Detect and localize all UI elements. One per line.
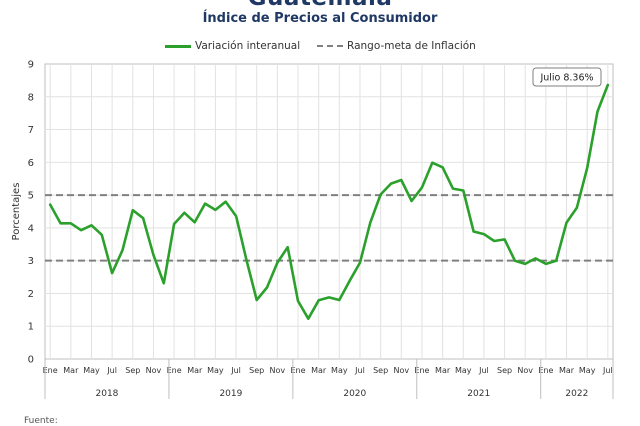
- series-line-variacion: [48, 83, 610, 321]
- plot-area: [44, 63, 614, 360]
- x-tick-label: Mar: [311, 366, 327, 375]
- source-note: Fuente:: [24, 416, 58, 426]
- x-tick-label: Sep: [249, 366, 264, 375]
- year-label: 2021: [467, 389, 490, 399]
- legend-swatch-dashed-line: [317, 45, 343, 47]
- x-tick-label: Jul: [478, 366, 489, 375]
- x-tick-label: Mar: [435, 366, 451, 375]
- legend-label-rango-meta: Rango-meta de Inflación: [347, 40, 476, 52]
- chart-subtitle: Índice de Precios al Consumidor: [202, 11, 438, 26]
- year-label: 2019: [219, 389, 242, 399]
- y-tick-label: 8: [28, 92, 34, 103]
- x-tick-label: Ene: [43, 366, 58, 375]
- x-tick-label: Nov: [517, 366, 533, 375]
- y-axis-label: Porcentajes: [11, 183, 22, 241]
- x-tick-label: Sep: [125, 366, 140, 375]
- x-tick-label: Mar: [63, 366, 79, 375]
- y-tick-label: 7: [28, 125, 34, 136]
- annotation-box: [532, 67, 602, 87]
- y-tick-label: 4: [28, 223, 34, 234]
- y-tick-label: 3: [28, 256, 34, 267]
- x-tick-label: Jul: [602, 366, 613, 375]
- x-tick-label: May: [455, 366, 472, 375]
- y-tick-label: 9: [28, 60, 34, 71]
- y-tick-label: 0: [28, 355, 34, 366]
- legend: Variación interanual Rango-meta de Infla…: [0, 40, 640, 56]
- x-tick-label: Ene: [414, 366, 429, 375]
- year-label: 2020: [343, 389, 366, 399]
- x-tick-label: Sep: [497, 366, 512, 375]
- x-tick-label: Mar: [559, 366, 575, 375]
- x-tick-label: Ene: [167, 366, 182, 375]
- x-tick-label: Jul: [230, 366, 241, 375]
- legend-swatch-green-line: [165, 44, 191, 48]
- x-tick-label: May: [207, 366, 224, 375]
- y-tick-label: 6: [28, 158, 34, 169]
- x-tick-label: Jul: [106, 366, 117, 375]
- x-tick-label: May: [331, 366, 348, 375]
- annotation-label: Julio 8.36%: [539, 73, 593, 84]
- x-tick-label: Sep: [373, 366, 388, 375]
- x-tick-label: Nov: [146, 366, 162, 375]
- y-tick-label: 5: [28, 191, 34, 202]
- y-tick-label: 2: [28, 289, 34, 300]
- y-tick-label: 1: [28, 322, 34, 333]
- x-tick-label: Mar: [187, 366, 203, 375]
- x-tick-label: May: [83, 366, 100, 375]
- x-tick-label: Ene: [290, 366, 305, 375]
- legend-label-variacion: Variación interanual: [195, 40, 301, 52]
- x-tick-label: Ene: [538, 366, 553, 375]
- legend-item-rango-meta: Rango-meta de Inflación: [317, 40, 476, 52]
- year-label: 2022: [565, 389, 588, 399]
- chart-title: Guatemala: [0, 0, 640, 11]
- x-tick-label: Nov: [270, 366, 286, 375]
- x-tick-label: Nov: [393, 366, 409, 375]
- legend-item-variacion: Variación interanual: [165, 40, 300, 52]
- x-tick-label: Jul: [354, 366, 365, 375]
- year-label: 2018: [96, 389, 119, 399]
- x-tick-label: May: [579, 366, 596, 375]
